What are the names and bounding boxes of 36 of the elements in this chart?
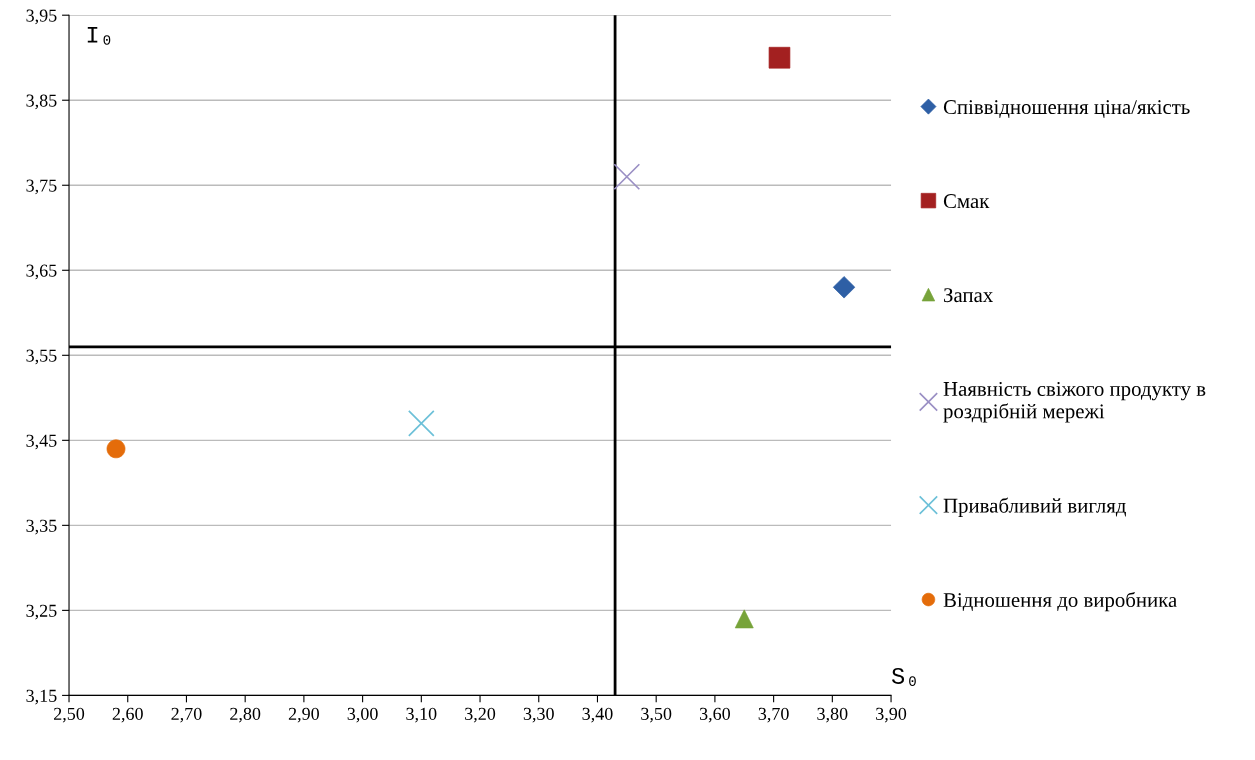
point [613,163,641,191]
x-tick-label: 3,20 [465,707,496,723]
legend-label: Запах [944,288,993,303]
x-tick-label: 3,70 [758,707,789,723]
x-tick-label: 3,10 [406,707,437,723]
legend-label: Смак [943,194,990,209]
legend-label: Привабливий вигляд [943,497,1126,517]
x-tick-label: 3,80 [817,707,848,723]
point [407,409,435,437]
y-tick-label: 3,45 [26,434,57,450]
y-tick-label: 3,35 [26,519,57,535]
x-tick-label: 3,50 [641,707,672,723]
x-tick-label: 2,80 [230,707,261,723]
x-tick-label: 2,70 [171,707,202,723]
x-tick-label: 3,90 [876,707,907,723]
y-tick-label: 3,85 [26,94,57,110]
x-tick-label: 3,40 [582,707,613,723]
y-axis-title: I₀ [87,26,111,45]
x-axis-title: S₀ [891,667,916,686]
x-tick-label: 2,50 [54,707,85,723]
y-tick-label: 3,95 [26,9,57,25]
x-tick-label: 3,30 [523,707,554,723]
x-tick-label: 3,60 [699,707,731,723]
legend-label: Співвідношення ціна/якість [943,100,1190,118]
x-tick-label: 3,00 [347,707,378,723]
y-tick-label: 3,15 [26,689,57,705]
y-tick-label: 3,75 [26,179,57,195]
y-tick-label: 3,65 [26,264,57,280]
point [106,439,126,459]
point [832,276,856,299]
y-tick-label: 3,25 [26,604,57,620]
legend-label: Наявність свіжого продукту в роздрібній мережі [943,381,1206,423]
legend-label: Відношення до виробника [943,591,1177,612]
x-tick-label: 2,90 [288,707,319,723]
y-tick-label: 3,55 [26,349,57,365]
x-tick-label: 2,60 [112,707,143,723]
